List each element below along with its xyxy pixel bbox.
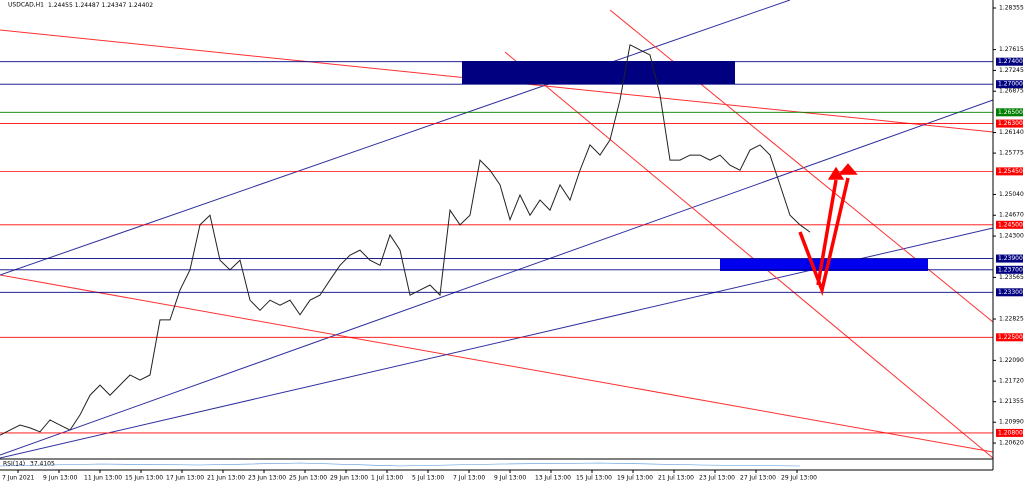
y-tick-label: 1.21720 bbox=[999, 378, 1024, 385]
y-tick-label: 1.23565 bbox=[999, 274, 1024, 281]
x-tick-label: 1 Jul 13:00 bbox=[371, 475, 403, 482]
x-tick-label: 29 Jul 13:00 bbox=[781, 475, 817, 482]
x-tick-label: 15 Jul 13:00 bbox=[576, 475, 612, 482]
arrow-head bbox=[827, 166, 845, 180]
level-label: 1.26300 bbox=[998, 120, 1023, 127]
y-tick-label: 1.24300 bbox=[999, 233, 1024, 240]
x-tick-label: 27 Jul 13:00 bbox=[740, 475, 776, 482]
level-label: 1.23900 bbox=[998, 255, 1023, 262]
level-label: 1.27400 bbox=[998, 58, 1023, 65]
x-tick-label: 13 Jul 13:00 bbox=[535, 475, 571, 482]
level-badge bbox=[996, 167, 1023, 176]
y-tick-label: 1.26140 bbox=[999, 129, 1024, 136]
arrow-head bbox=[838, 163, 858, 175]
level-label: 1.27000 bbox=[998, 81, 1023, 88]
x-tick-label: 5 Jul 13:00 bbox=[412, 475, 444, 482]
level-badge bbox=[996, 220, 1023, 229]
x-tick-label: 23 Jun 13:00 bbox=[248, 475, 286, 482]
level-badge bbox=[996, 119, 1023, 128]
level-badge bbox=[996, 57, 1023, 66]
y-tick-label: 1.25040 bbox=[999, 191, 1024, 198]
x-tick-label: 21 Jun 13:00 bbox=[207, 475, 245, 482]
x-tick-label: 17 Jun 13:00 bbox=[166, 475, 204, 482]
level-label: 1.24500 bbox=[998, 221, 1023, 228]
x-tick-label: 21 Jul 13:00 bbox=[658, 475, 694, 482]
y-tick-label: 1.20990 bbox=[999, 419, 1024, 426]
y-tick-label: 1.20620 bbox=[999, 440, 1024, 447]
level-label: 1.22500 bbox=[998, 334, 1023, 341]
ohlc-value: 1.24455 bbox=[48, 2, 73, 9]
y-tick-label: 1.22825 bbox=[999, 316, 1024, 323]
level-label: 1.20800 bbox=[998, 429, 1023, 436]
level-badge bbox=[996, 428, 1023, 437]
x-tick-label: 11 Jun 13:00 bbox=[84, 475, 122, 482]
level-badge bbox=[996, 254, 1023, 263]
x-tick-label: 7 Jul 13:00 bbox=[453, 475, 485, 482]
ohlc-value: 1.24402 bbox=[128, 2, 153, 9]
trend-line bbox=[0, 99, 994, 456]
ohlc-value: 1.24347 bbox=[101, 2, 126, 9]
x-tick-label: 19 Jul 13:00 bbox=[617, 475, 653, 482]
ohlc: 1.24455 1.24487 1.24347 1.24402 bbox=[48, 2, 153, 9]
y-tick-label: 1.24670 bbox=[999, 212, 1024, 219]
levels: 1.27400 1.27000 1.26500 1.26300 1.25450 1.245… bbox=[0, 57, 1023, 437]
arrow bbox=[816, 179, 838, 286]
level-badge bbox=[996, 108, 1023, 117]
y-tick-label: 1.26875 bbox=[999, 88, 1024, 95]
y-tick-label: 1.27245 bbox=[999, 67, 1024, 74]
zone bbox=[720, 259, 928, 271]
arrow bbox=[798, 177, 850, 296]
x-tick-label: 7 Jun 2021 bbox=[2, 475, 34, 482]
x-tick-label: 29 Jun 13:00 bbox=[330, 475, 368, 482]
y-tick-label: 1.21355 bbox=[999, 398, 1024, 405]
x-tick-label: 9 Jul 13:00 bbox=[494, 475, 526, 482]
level-label: 1.25450 bbox=[998, 168, 1023, 175]
level-label: 1.23700 bbox=[998, 266, 1023, 273]
arrows bbox=[798, 163, 858, 296]
zone bbox=[462, 61, 735, 84]
level-badge bbox=[996, 80, 1023, 89]
x-tick-label: 15 Jun 13:00 bbox=[125, 475, 163, 482]
level-badge bbox=[996, 265, 1023, 274]
y-tick-label: 1.22090 bbox=[999, 357, 1024, 364]
x-tick-label: 9 Jun 13:00 bbox=[43, 475, 77, 482]
level-badge bbox=[996, 333, 1023, 342]
x-tick-label: 25 Jun 13:00 bbox=[289, 475, 327, 482]
price-line bbox=[0, 44, 811, 436]
ohlc-value: 1.24487 bbox=[75, 2, 100, 9]
trend-line bbox=[0, 0, 791, 276]
indicator: RSI(14) bbox=[3, 461, 25, 468]
rsi-line bbox=[0, 462, 801, 467]
trend-line bbox=[609, 9, 994, 323]
trend-line bbox=[0, 274, 994, 453]
plot bbox=[0, 44, 811, 436]
y-tick-label: 1.25775 bbox=[999, 150, 1024, 157]
x-tick-label: 23 Jul 13:00 bbox=[699, 475, 735, 482]
symbol: USDCAD,H1 bbox=[8, 2, 44, 9]
y-tick-label: 1.27615 bbox=[999, 46, 1024, 53]
y-tick-label: 1.28355 bbox=[999, 4, 1024, 11]
level-label: 1.26500 bbox=[998, 109, 1023, 116]
level-label: 1.23300 bbox=[998, 289, 1023, 296]
level-badge bbox=[996, 288, 1023, 297]
indicator-value: 37.4105 bbox=[30, 461, 55, 468]
trend-line bbox=[504, 51, 994, 459]
